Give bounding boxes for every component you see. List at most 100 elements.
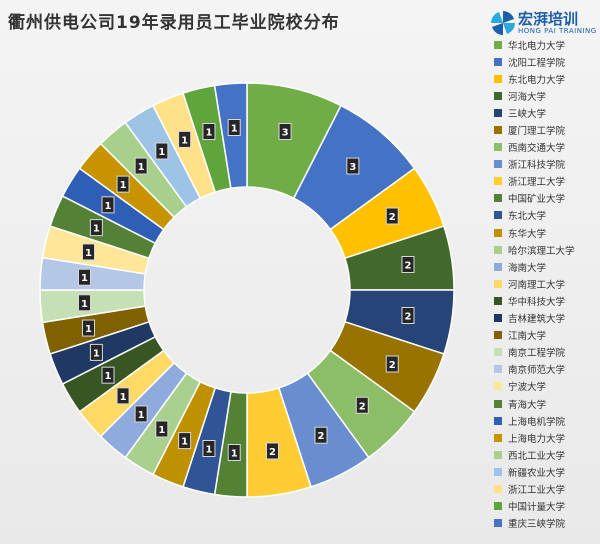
legend-swatch <box>494 245 502 254</box>
data-label-28: 1 <box>202 123 216 141</box>
legend-swatch <box>494 484 502 493</box>
legend-swatch <box>494 502 502 511</box>
legend-label: 东华大学 <box>508 228 547 240</box>
legend-swatch <box>494 433 502 442</box>
legend-swatch <box>494 365 502 374</box>
legend-item: 浙江科技学院 <box>494 156 598 173</box>
legend-item: 中国矿业大学 <box>494 190 598 207</box>
legend-label: 西北工业大学 <box>508 450 566 462</box>
legend-swatch <box>494 279 502 288</box>
legend-item: 河海大学 <box>494 87 598 104</box>
legend-label: 华北电力大学 <box>508 40 566 52</box>
data-label-16: 1 <box>101 366 115 384</box>
legend-item: 厦门理工学院 <box>494 121 598 138</box>
legend-label: 上海电机学院 <box>508 416 566 428</box>
legend-item: 南京工程学院 <box>494 344 598 361</box>
svg-text:1: 1 <box>138 162 145 173</box>
legend-swatch <box>494 331 502 340</box>
legend-swatch <box>494 211 502 220</box>
data-label-23: 1 <box>101 196 115 214</box>
svg-text:1: 1 <box>158 147 165 158</box>
legend-swatch <box>494 450 502 459</box>
legend-swatch <box>494 348 502 357</box>
svg-text:1: 1 <box>205 444 212 455</box>
legend-label: 南京师范大学 <box>508 365 566 377</box>
legend-swatch <box>494 399 502 408</box>
data-label-6: 2 <box>385 355 399 373</box>
chart-legend: 华北电力大学 沈阳工程学院东北电力大学 河海大学三峡大学 厦门理工学院 西南交通大学 浙江… <box>494 36 598 532</box>
legend-item: 江南大学 <box>494 327 598 344</box>
legend-item: 上海电力大学 <box>494 429 598 446</box>
svg-text:1: 1 <box>85 324 92 335</box>
legend-swatch <box>494 228 502 237</box>
legend-swatch <box>494 314 502 323</box>
data-label-19: 1 <box>78 294 92 312</box>
legend-swatch <box>494 91 502 100</box>
svg-text:2: 2 <box>405 261 412 272</box>
legend-item: 东北电力大学 <box>494 70 598 87</box>
legend-label: 海南大学 <box>508 262 547 274</box>
legend-item: 华北电力大学 <box>494 36 598 53</box>
legend-item: 河南理工大学 <box>494 275 598 292</box>
legend-swatch <box>494 40 502 49</box>
svg-text:1: 1 <box>93 348 100 359</box>
data-label-3: 2 <box>385 207 399 225</box>
data-label-11: 1 <box>202 439 216 457</box>
svg-text:2: 2 <box>269 447 276 458</box>
legend-item: 西北工业大学 <box>494 446 598 463</box>
data-label-13: 1 <box>155 420 169 438</box>
legend-swatch <box>494 177 502 186</box>
data-label-15: 1 <box>116 387 130 405</box>
svg-text:3: 3 <box>349 162 356 173</box>
data-label-21: 1 <box>82 243 96 261</box>
data-label-27: 1 <box>178 130 192 148</box>
legend-swatch <box>494 160 502 169</box>
brand-logo: 宏湃培训 HONG PAI TRAINING <box>490 8 596 40</box>
svg-text:3: 3 <box>282 128 289 139</box>
legend-item: 吉林建筑大学 <box>494 310 598 327</box>
svg-text:1: 1 <box>81 299 88 310</box>
legend-label: 东北电力大学 <box>508 74 566 86</box>
legend-item: 宁波大学 <box>494 378 598 395</box>
legend-item: 重庆三峡学院 <box>494 515 598 532</box>
data-label-4: 2 <box>401 256 415 274</box>
pinwheel-logo-icon <box>491 11 515 35</box>
data-label-9: 2 <box>265 442 279 460</box>
data-label-26: 1 <box>155 142 169 160</box>
legend-label: 河海大学 <box>508 91 547 103</box>
legend-swatch <box>494 108 502 117</box>
svg-text:1: 1 <box>138 410 145 421</box>
svg-text:1: 1 <box>181 437 188 448</box>
legend-item: 海南大学 <box>494 258 598 275</box>
legend-label: 青海大学 <box>508 399 547 411</box>
legend-label: 三峡大学 <box>508 108 547 120</box>
legend-label: 河南理工大学 <box>508 279 566 291</box>
legend-swatch <box>494 57 502 66</box>
legend-label: 新疆农业大学 <box>508 467 566 479</box>
svg-text:1: 1 <box>105 371 112 382</box>
legend-item: 新疆农业大学 <box>494 463 598 480</box>
legend-item: 沈阳工程学院 <box>494 53 598 70</box>
svg-text:1: 1 <box>120 180 127 191</box>
legend-item: 三峡大学 <box>494 104 598 121</box>
data-label-18: 1 <box>82 319 96 337</box>
legend-label: 宁波大学 <box>508 382 547 394</box>
legend-item: 华中科技大学 <box>494 292 598 309</box>
legend-label: 上海电力大学 <box>508 433 566 445</box>
svg-text:2: 2 <box>318 431 325 442</box>
legend-item: 东华大学 <box>494 224 598 241</box>
legend-swatch <box>494 382 502 391</box>
logo-name: 宏湃培训 <box>518 10 579 28</box>
legend-label: 中国矿业大学 <box>508 194 566 206</box>
svg-text:2: 2 <box>389 360 396 371</box>
svg-text:2: 2 <box>389 212 396 223</box>
data-label-12: 1 <box>178 432 192 450</box>
legend-swatch <box>494 467 502 476</box>
svg-text:2: 2 <box>359 401 366 412</box>
legend-item: 西南交通大学 <box>494 139 598 156</box>
legend-label: 东北大学 <box>508 211 547 223</box>
legend-label: 江南大学 <box>508 331 547 343</box>
data-label-20: 1 <box>78 268 92 286</box>
svg-text:1: 1 <box>81 273 88 284</box>
